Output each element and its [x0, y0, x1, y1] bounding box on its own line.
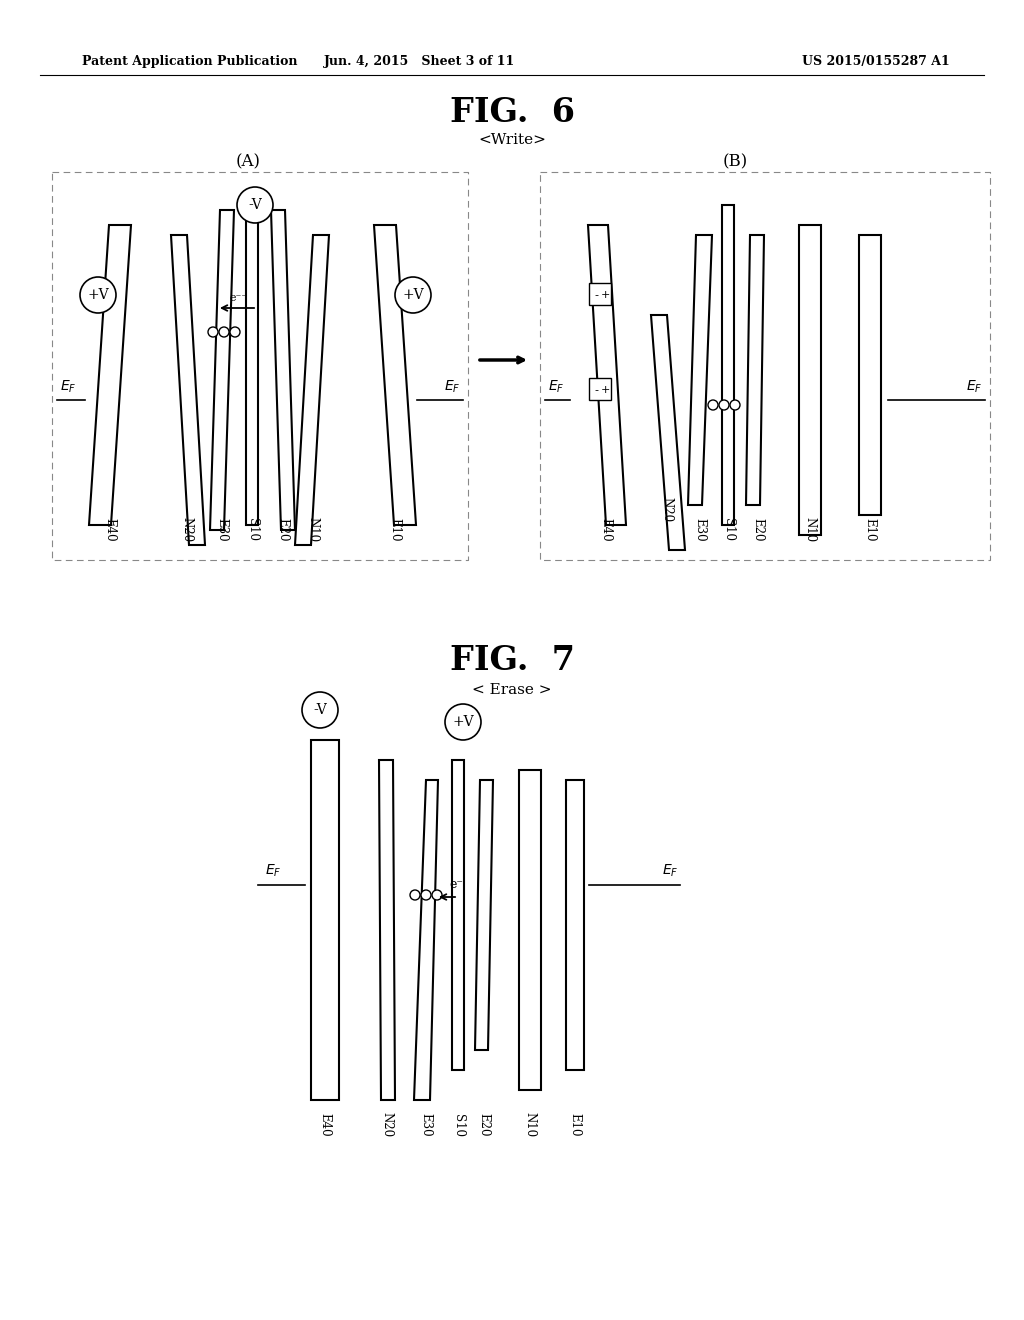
Text: $E_F$: $E_F$: [443, 379, 460, 395]
Polygon shape: [89, 224, 131, 525]
Text: E30: E30: [420, 1113, 432, 1137]
Text: E30: E30: [693, 519, 707, 541]
Text: <Write>: <Write>: [478, 133, 546, 147]
Polygon shape: [295, 235, 329, 545]
Polygon shape: [379, 760, 395, 1100]
Polygon shape: [246, 205, 258, 525]
Text: FIG.  6: FIG. 6: [450, 96, 574, 129]
Circle shape: [421, 890, 431, 900]
Text: +V: +V: [453, 715, 474, 729]
Polygon shape: [688, 235, 712, 506]
Text: (B): (B): [722, 153, 748, 170]
Text: e⁻: e⁻: [449, 879, 463, 891]
Circle shape: [432, 890, 442, 900]
Circle shape: [219, 327, 229, 337]
Circle shape: [237, 187, 273, 223]
Circle shape: [80, 277, 116, 313]
Text: N10: N10: [306, 517, 319, 543]
Text: -: -: [594, 290, 598, 300]
Polygon shape: [171, 235, 205, 545]
Text: E20: E20: [477, 1113, 490, 1137]
Polygon shape: [452, 760, 464, 1071]
Circle shape: [395, 277, 431, 313]
Text: FIG.  7: FIG. 7: [450, 644, 574, 676]
Polygon shape: [210, 210, 234, 531]
Text: +V: +V: [87, 288, 109, 302]
Circle shape: [719, 400, 729, 411]
Text: N20: N20: [660, 498, 674, 523]
Text: N10: N10: [804, 517, 816, 543]
Text: $E_F$: $E_F$: [966, 379, 982, 395]
Text: < Erase >: < Erase >: [472, 682, 552, 697]
Text: e⁻⁻: e⁻⁻: [229, 293, 248, 304]
FancyBboxPatch shape: [589, 282, 611, 305]
Text: E10: E10: [568, 1113, 582, 1137]
Text: E40: E40: [599, 519, 612, 541]
Polygon shape: [475, 780, 493, 1049]
Text: (A): (A): [236, 153, 260, 170]
Text: E40: E40: [318, 1113, 332, 1137]
Polygon shape: [414, 780, 438, 1100]
Text: E10: E10: [388, 519, 401, 541]
Text: S10: S10: [452, 1114, 465, 1137]
Circle shape: [230, 327, 240, 337]
Text: E10: E10: [863, 519, 877, 541]
Text: E30: E30: [215, 519, 228, 541]
Circle shape: [410, 890, 420, 900]
Text: +: +: [600, 290, 609, 300]
Polygon shape: [722, 205, 734, 525]
Text: +: +: [600, 385, 609, 395]
Text: Patent Application Publication: Patent Application Publication: [82, 55, 298, 69]
Text: N20: N20: [180, 517, 194, 543]
Text: $E_F$: $E_F$: [60, 379, 77, 395]
Text: N20: N20: [381, 1113, 393, 1138]
Text: E40: E40: [103, 519, 117, 541]
Text: -V: -V: [248, 198, 262, 213]
Polygon shape: [746, 235, 764, 506]
Circle shape: [708, 400, 718, 411]
FancyBboxPatch shape: [589, 378, 611, 400]
Polygon shape: [519, 770, 541, 1090]
Polygon shape: [374, 224, 416, 525]
Polygon shape: [271, 210, 295, 531]
Text: $E_F$: $E_F$: [662, 862, 678, 879]
Text: -V: -V: [313, 704, 327, 717]
Polygon shape: [799, 224, 821, 535]
Text: E20: E20: [276, 519, 290, 541]
Circle shape: [208, 327, 218, 337]
Circle shape: [445, 704, 481, 741]
Text: S10: S10: [722, 519, 734, 541]
Text: N10: N10: [523, 1113, 537, 1138]
Text: $E_F$: $E_F$: [548, 379, 564, 395]
Text: Jun. 4, 2015   Sheet 3 of 11: Jun. 4, 2015 Sheet 3 of 11: [325, 55, 516, 69]
Text: E20: E20: [752, 519, 765, 541]
Polygon shape: [651, 315, 685, 550]
Polygon shape: [859, 235, 881, 515]
Text: US 2015/0155287 A1: US 2015/0155287 A1: [802, 55, 950, 69]
Circle shape: [730, 400, 740, 411]
Text: S10: S10: [246, 519, 258, 541]
Text: +V: +V: [402, 288, 424, 302]
Text: $E_F$: $E_F$: [265, 862, 282, 879]
Circle shape: [302, 692, 338, 729]
Polygon shape: [588, 224, 626, 525]
Text: -: -: [594, 385, 598, 395]
Polygon shape: [566, 780, 584, 1071]
Polygon shape: [311, 741, 339, 1100]
